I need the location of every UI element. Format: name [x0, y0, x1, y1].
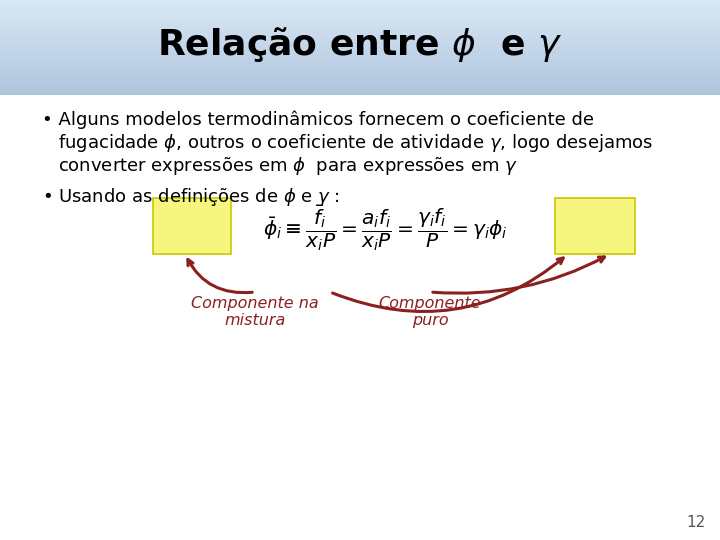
- Bar: [0, 12, 720, 14]
- Bar: [0, 30, 720, 32]
- Bar: [0, 22, 720, 24]
- Bar: [0, 46, 720, 48]
- Text: fugacidade $\phi$, outros o coeficiente de atividade $\gamma$, logo desejamos: fugacidade $\phi$, outros o coeficiente …: [58, 132, 653, 154]
- Bar: [0, 17, 720, 19]
- Text: • Alguns modelos termodinâmicos fornecem o coeficiente de: • Alguns modelos termodinâmicos fornecem…: [42, 111, 594, 129]
- Bar: [0, 16, 720, 17]
- Bar: [0, 36, 720, 38]
- Bar: [0, 27, 720, 29]
- Bar: [0, 25, 720, 27]
- Bar: [0, 93, 720, 95]
- Bar: [0, 60, 720, 62]
- Bar: [0, 51, 720, 52]
- Bar: [0, 66, 720, 68]
- Bar: [0, 0, 720, 2]
- Text: 12: 12: [687, 515, 706, 530]
- Bar: [0, 2, 720, 3]
- Bar: [0, 81, 720, 82]
- Bar: [0, 78, 720, 79]
- Bar: [0, 52, 720, 54]
- Bar: [0, 44, 720, 46]
- Text: $\bar{\phi}_i \equiv \dfrac{\bar{f}_i}{x_i P} = \dfrac{a_i f_i}{x_i P} = \dfrac{: $\bar{\phi}_i \equiv \dfrac{\bar{f}_i}{x…: [263, 203, 508, 253]
- FancyBboxPatch shape: [555, 198, 635, 254]
- Bar: [0, 62, 720, 63]
- Bar: [0, 75, 720, 76]
- Text: Componente
puro: Componente puro: [379, 296, 481, 328]
- Bar: [0, 49, 720, 51]
- Bar: [0, 29, 720, 30]
- Bar: [0, 38, 720, 39]
- Bar: [0, 24, 720, 25]
- Bar: [0, 10, 720, 11]
- Bar: [0, 33, 720, 35]
- Bar: [0, 89, 720, 90]
- Bar: [0, 87, 720, 89]
- Bar: [0, 63, 720, 65]
- Bar: [0, 41, 720, 43]
- Bar: [0, 8, 720, 10]
- Bar: [0, 32, 720, 33]
- FancyBboxPatch shape: [153, 198, 231, 254]
- Bar: [0, 73, 720, 75]
- Bar: [0, 65, 720, 66]
- Bar: [0, 11, 720, 12]
- Bar: [0, 54, 720, 56]
- Bar: [0, 48, 720, 49]
- Text: Relação entre $\phi$  e $\gamma$: Relação entre $\phi$ e $\gamma$: [157, 25, 563, 64]
- Bar: [0, 3, 720, 5]
- Text: converter expressões em $\phi$  para expressões em $\gamma$: converter expressões em $\phi$ para expr…: [58, 155, 518, 177]
- Bar: [0, 68, 720, 70]
- Bar: [0, 58, 720, 60]
- Bar: [0, 70, 720, 71]
- Bar: [0, 85, 720, 87]
- Text: Componente na
mistura: Componente na mistura: [192, 296, 319, 328]
- Bar: [0, 76, 720, 78]
- Bar: [0, 43, 720, 44]
- Bar: [0, 19, 720, 21]
- Bar: [0, 82, 720, 84]
- Bar: [0, 21, 720, 22]
- Text: • Usando as definições de $\phi$ e $\gamma$ :: • Usando as definições de $\phi$ e $\gam…: [42, 186, 340, 208]
- Bar: [0, 35, 720, 36]
- Bar: [0, 57, 720, 58]
- Bar: [0, 90, 720, 92]
- Bar: [0, 84, 720, 85]
- Bar: [0, 5, 720, 6]
- Bar: [0, 6, 720, 8]
- Bar: [0, 14, 720, 16]
- Bar: [0, 71, 720, 73]
- Bar: [0, 39, 720, 41]
- Bar: [0, 56, 720, 57]
- Bar: [0, 79, 720, 81]
- Bar: [0, 92, 720, 93]
